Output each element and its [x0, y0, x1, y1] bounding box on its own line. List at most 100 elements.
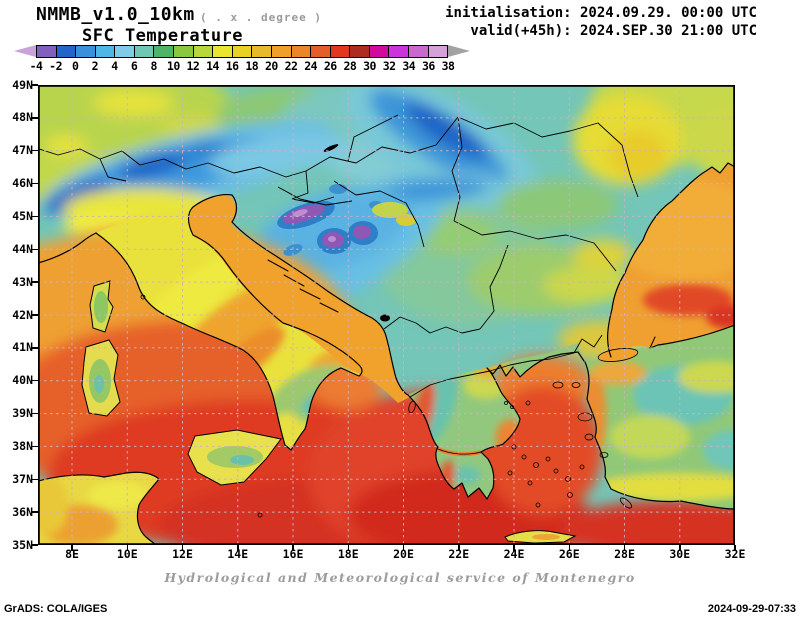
footer-service-credit: Hydrological and Meteorological service …	[164, 570, 636, 585]
colorbar-segment	[329, 46, 350, 57]
small-islands	[140, 294, 633, 518]
colorbar-segment	[290, 46, 311, 57]
axis-tick	[513, 545, 515, 551]
sea-of-marmara	[597, 348, 639, 362]
axis-tick	[71, 545, 73, 551]
colorbar-tick-label: 34	[402, 59, 416, 73]
colorbar-tick-label: 36	[421, 59, 435, 73]
lon-tick-label: 20E	[393, 547, 414, 561]
colorbar-segment	[427, 46, 448, 57]
lon-tick-label: 26E	[558, 547, 580, 561]
lon-tick-label: 32E	[724, 547, 746, 561]
colorbar-segment	[251, 46, 271, 57]
colorbar-tick-label: 0	[72, 59, 79, 73]
colorbar-tick-label: 12	[186, 59, 200, 73]
lon-tick-label: 30E	[669, 547, 691, 561]
lat-tick-label: 48N	[12, 110, 33, 125]
lat-tick-label: 43N	[12, 274, 33, 289]
header-field-title: SFC Temperature	[82, 26, 244, 46]
lon-tick-label: 8E	[65, 547, 79, 561]
lon-tick-label: 10E	[116, 547, 138, 561]
lat-tick-label: 45N	[12, 208, 33, 223]
lon-tick-label: 28E	[614, 547, 635, 561]
colorbar-tick-label: 30	[363, 59, 376, 73]
colorbar-tick-label: 10	[166, 59, 180, 73]
temperature-map-svg	[37, 84, 736, 546]
adriatic-sea	[189, 196, 410, 403]
lat-tick-label: 42N	[12, 307, 33, 322]
header-valid-time: valid(+45h): 2024.SEP.30 21:00 UTC	[470, 23, 757, 39]
colorbar-segment	[212, 46, 232, 57]
colorbar-underflow-arrow	[14, 45, 36, 57]
colorbar-tick-label: 14	[206, 59, 219, 73]
colorbar-tick-label: 8	[150, 59, 157, 73]
axis-tick	[679, 545, 681, 551]
render-timestamp: 2024-09-29-07:33	[707, 603, 796, 615]
lon-tick-label: 18E	[337, 547, 359, 561]
colorbar-segment	[310, 46, 330, 57]
colorbar-tick-label: 2	[91, 59, 99, 73]
axis-tick	[402, 545, 405, 551]
axis-tick	[347, 545, 349, 551]
colorbar-segment	[94, 46, 115, 57]
colorbar-segment	[349, 46, 369, 57]
lat-tick-label: 41N	[12, 340, 33, 355]
colorbar-tick-label: 4	[111, 59, 118, 73]
lon-tick-label: 24E	[503, 547, 525, 561]
lat-tick-label: 37N	[12, 471, 33, 486]
colorbar-segment	[388, 46, 408, 57]
colorbar-tick-label: 6	[130, 59, 138, 73]
colorbar-segment	[270, 46, 291, 57]
colorbar-segment	[55, 46, 76, 57]
colorbar-segment	[37, 46, 56, 57]
colorbar-overflow-arrow	[448, 45, 470, 57]
header-title-note: ( . x . degree )	[200, 11, 322, 24]
axis-tick	[623, 545, 626, 551]
axis-tick	[734, 545, 736, 551]
colorbar-tick-label: -2	[49, 59, 63, 73]
colorbar-segment	[231, 46, 252, 57]
coastlines	[38, 162, 735, 545]
header-init-time: initialisation: 2024.09.29. 00:00 UTC	[445, 5, 757, 21]
colorbar-tick-label: -4	[29, 59, 43, 73]
axis-tick	[568, 545, 570, 551]
colorbar-segment	[133, 46, 154, 57]
lat-tick-label: 47N	[12, 143, 33, 158]
colorbar-segment	[173, 46, 193, 57]
header-title-model: NMMB_v1.0_10km	[36, 4, 195, 25]
lakes	[323, 144, 390, 322]
grid-lines	[38, 85, 735, 545]
colorbar-tick-label: 22	[284, 59, 298, 73]
grads-credit: GrADS: COLA/IGES	[4, 603, 108, 615]
lon-tick-label: 16E	[282, 547, 304, 561]
tunisia-field-patches	[38, 475, 148, 545]
lon-tick-label: 22E	[448, 547, 470, 561]
lat-tick-label: 46N	[12, 176, 33, 191]
map-frame	[37, 84, 736, 546]
axis-tick	[237, 545, 239, 551]
colorbar-segment	[192, 46, 213, 57]
map-border	[37, 84, 736, 546]
colorbar-tick-label: 20	[264, 59, 278, 73]
lat-tick-label: 44N	[12, 241, 33, 256]
country-borders	[38, 114, 639, 398]
colorbar-segment	[368, 46, 389, 57]
axis-tick	[181, 545, 184, 551]
colorbar-tick-label: 26	[323, 59, 337, 73]
colorbar-segment	[407, 46, 428, 57]
colorbar-segment	[75, 46, 95, 57]
lon-tick-label: 14E	[227, 547, 249, 561]
axis-tick	[126, 545, 128, 551]
colorbar-segment	[114, 46, 134, 57]
colorbar-segments	[36, 45, 448, 58]
lat-tick-label: 39N	[12, 406, 33, 421]
colorbar-labels: -4 -2 0 2 4 6 8 10 12 14 16 18 20 22 24 26 28 30 32 34 36 38	[30, 59, 466, 73]
lon-tick-label: 12E	[172, 547, 193, 561]
lat-tick-label: 38N	[12, 438, 33, 453]
lat-tick-label: 35N	[12, 537, 33, 552]
colorbar-tick-label: 18	[245, 59, 259, 73]
colorbar-tick-label: 38	[441, 59, 455, 73]
axis-tick	[458, 545, 460, 551]
axis-tick	[292, 545, 294, 551]
